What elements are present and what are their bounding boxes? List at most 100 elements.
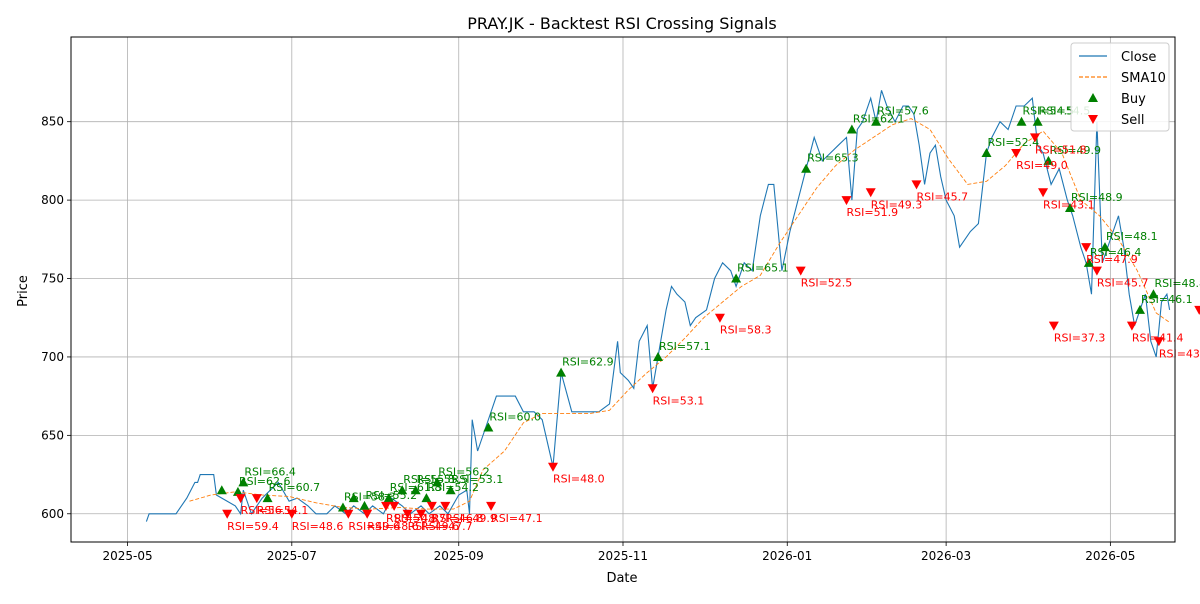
sell-marker: [841, 196, 852, 206]
sell-marker: [286, 509, 297, 519]
sell-marker: [1038, 188, 1049, 198]
buy-marker: [238, 477, 249, 487]
sell-label: RSI=50.8: [386, 512, 438, 525]
buy-marker: [397, 485, 408, 495]
sell-marker: [714, 313, 725, 323]
sell-marker: [795, 266, 806, 276]
buy-marker: [445, 485, 456, 495]
y-tick-label: 800: [41, 193, 64, 207]
buy-marker: [981, 148, 992, 158]
sell-marker: [416, 509, 427, 519]
sell-marker: [1081, 243, 1092, 253]
buy-label: RSI=54.5: [1023, 105, 1075, 118]
sell-marker: [426, 501, 437, 511]
sell-label: RSI=49.6: [408, 520, 460, 533]
buy-label: RSI=46.1: [1141, 293, 1193, 306]
buy-label: RSI=48.1: [1106, 230, 1158, 243]
y-tick-label: 700: [41, 350, 64, 364]
buy-marker: [359, 500, 370, 510]
sell-marker: [1153, 337, 1164, 347]
buy-marker: [556, 367, 567, 377]
buy-label: RSI=60.7: [269, 481, 321, 494]
sell-label: RSI=47.1: [491, 512, 543, 525]
buy-marker: [410, 485, 421, 495]
sell-marker: [547, 462, 558, 472]
sell-marker: [222, 509, 233, 519]
buy-marker: [483, 422, 494, 432]
sell-label: RSI=49.9: [445, 512, 497, 525]
buy-marker: [1083, 257, 1094, 267]
buy-marker: [731, 273, 742, 283]
buy-label: RSI=60.0: [489, 411, 541, 424]
sell-label: RSI=53.1: [653, 394, 705, 407]
sell-label: RSI=58.3: [720, 324, 772, 337]
buy-marker: [801, 163, 812, 173]
sell-marker: [1048, 321, 1059, 331]
buy-label: RSI=48.8: [1154, 277, 1200, 290]
sell-marker: [486, 501, 497, 511]
sell-marker: [389, 501, 400, 511]
sell-marker: [911, 180, 922, 190]
buy-marker: [871, 116, 882, 126]
signal-layer: RSI=62.6RSI=66.4RSI=60.7RSI=58.3RSI=55.2…: [216, 105, 1200, 533]
buy-label: RSI=65.3: [807, 152, 859, 165]
grid-layer: [71, 37, 1175, 542]
sell-marker: [381, 501, 392, 511]
sell-marker: [343, 509, 354, 519]
sell-marker: [1091, 266, 1102, 276]
legend-label-close: Close: [1121, 50, 1156, 65]
sell-marker: [251, 494, 262, 504]
buy-marker: [1032, 116, 1043, 126]
buy-label: RSI=57.1: [659, 340, 711, 353]
buy-label: RSI=62.1: [853, 113, 905, 126]
sell-marker: [440, 501, 451, 511]
buy-marker: [216, 485, 227, 495]
buy-label: RSI=53.1: [452, 473, 504, 486]
buy-marker: [1148, 289, 1159, 299]
sell-label: RSI=54.1: [257, 504, 309, 517]
buy-label: RSI=56.2: [438, 465, 490, 478]
buy-marker: [348, 493, 359, 503]
x-tick-label: 2025-07: [267, 549, 317, 563]
x-tick-label: 2026-05: [1085, 549, 1135, 563]
x-tick-label: 2026-03: [921, 549, 971, 563]
sell-marker: [865, 188, 876, 198]
x-tick-label: 2026-01: [762, 549, 812, 563]
buy-label: RSI=65.1: [737, 262, 789, 275]
x-tick-label: 2025-05: [102, 549, 152, 563]
buy-marker: [653, 351, 664, 361]
legend-swatch-buy: [1088, 93, 1098, 102]
x-tick-label: 2025-11: [598, 549, 648, 563]
sell-label: RSI=43.1: [1043, 198, 1095, 211]
sell-label: RSI=48.6: [367, 520, 419, 533]
sell-label: RSI=49.0: [1016, 159, 1068, 172]
sell-label: RSI=47.7: [421, 520, 473, 533]
x-tick-label: 2025-09: [434, 549, 484, 563]
sell-marker: [1029, 133, 1040, 143]
buy-marker: [432, 477, 443, 487]
sell-marker: [647, 384, 658, 394]
sell-label: RSI=56.1: [241, 504, 293, 517]
sell-marker: [235, 494, 246, 504]
buy-marker: [262, 493, 273, 503]
buy-label: RSI=55.8: [403, 473, 455, 486]
buy-label: RSI=49.9: [1049, 144, 1101, 157]
legend-label-sma10: SMA10: [1121, 71, 1166, 86]
series-line-sma10: [189, 118, 1170, 510]
x-axis-label: Date: [606, 571, 637, 586]
y-axis-label: Price: [16, 275, 31, 307]
buy-label: RSI=62.9: [562, 356, 614, 369]
buy-marker: [1064, 202, 1075, 212]
buy-marker: [1016, 116, 1027, 126]
buy-label: RSI=48.9: [1071, 191, 1123, 204]
sell-label: RSI=52.5: [801, 277, 853, 290]
sell-label: RSI=43.0: [1159, 347, 1200, 360]
buy-marker: [1134, 304, 1145, 314]
legend-swatch-sell: [1088, 115, 1098, 124]
sell-label: RSI=49.3: [871, 198, 923, 211]
sell-marker: [1126, 321, 1137, 331]
buy-label: RSI=52.4: [988, 136, 1040, 149]
